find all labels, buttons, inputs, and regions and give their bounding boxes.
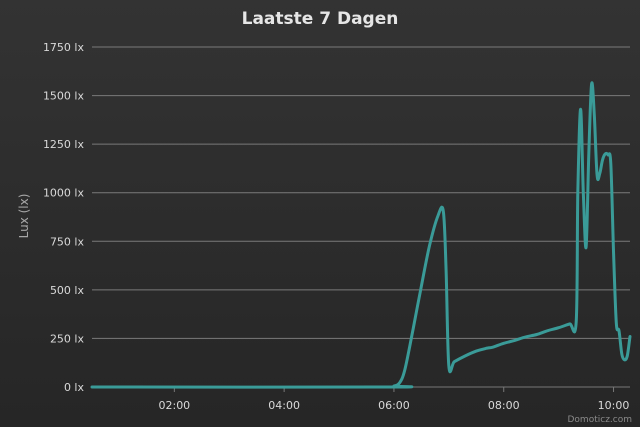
credit-text: Domoticz.com <box>568 415 633 425</box>
y-tick-label: 1000 lx <box>43 187 85 200</box>
chart-title: Laatste 7 Dagen <box>242 9 399 29</box>
x-tick-label: 10:00 <box>598 399 630 412</box>
x-tick-label: 02:00 <box>158 399 190 412</box>
y-tick-label: 0 lx <box>64 381 85 394</box>
x-tick-label: 04:00 <box>268 399 300 412</box>
y-tick-label: 1750 lx <box>43 41 85 54</box>
x-tick-label: 06:00 <box>378 399 410 412</box>
y-tick-label: 750 lx <box>50 235 85 248</box>
y-tick-label: 1500 lx <box>43 90 85 103</box>
x-tick-label: 08:00 <box>488 399 520 412</box>
grid-lines <box>92 46 630 339</box>
y-tick-label: 1250 lx <box>43 138 85 151</box>
y-axis-label: Lux (lx) <box>17 194 31 239</box>
y-axis-ticks: 0 lx 250 lx 500 lx 750 lx 1000 lx 1250 lx 1500… <box>43 41 85 394</box>
series-line <box>90 81 632 389</box>
x-axis-ticks: 02:00 04:00 06:00 08:00 10:00 <box>158 387 629 412</box>
y-tick-label: 250 lx <box>50 332 85 345</box>
y-tick-label: 500 lx <box>50 284 85 297</box>
